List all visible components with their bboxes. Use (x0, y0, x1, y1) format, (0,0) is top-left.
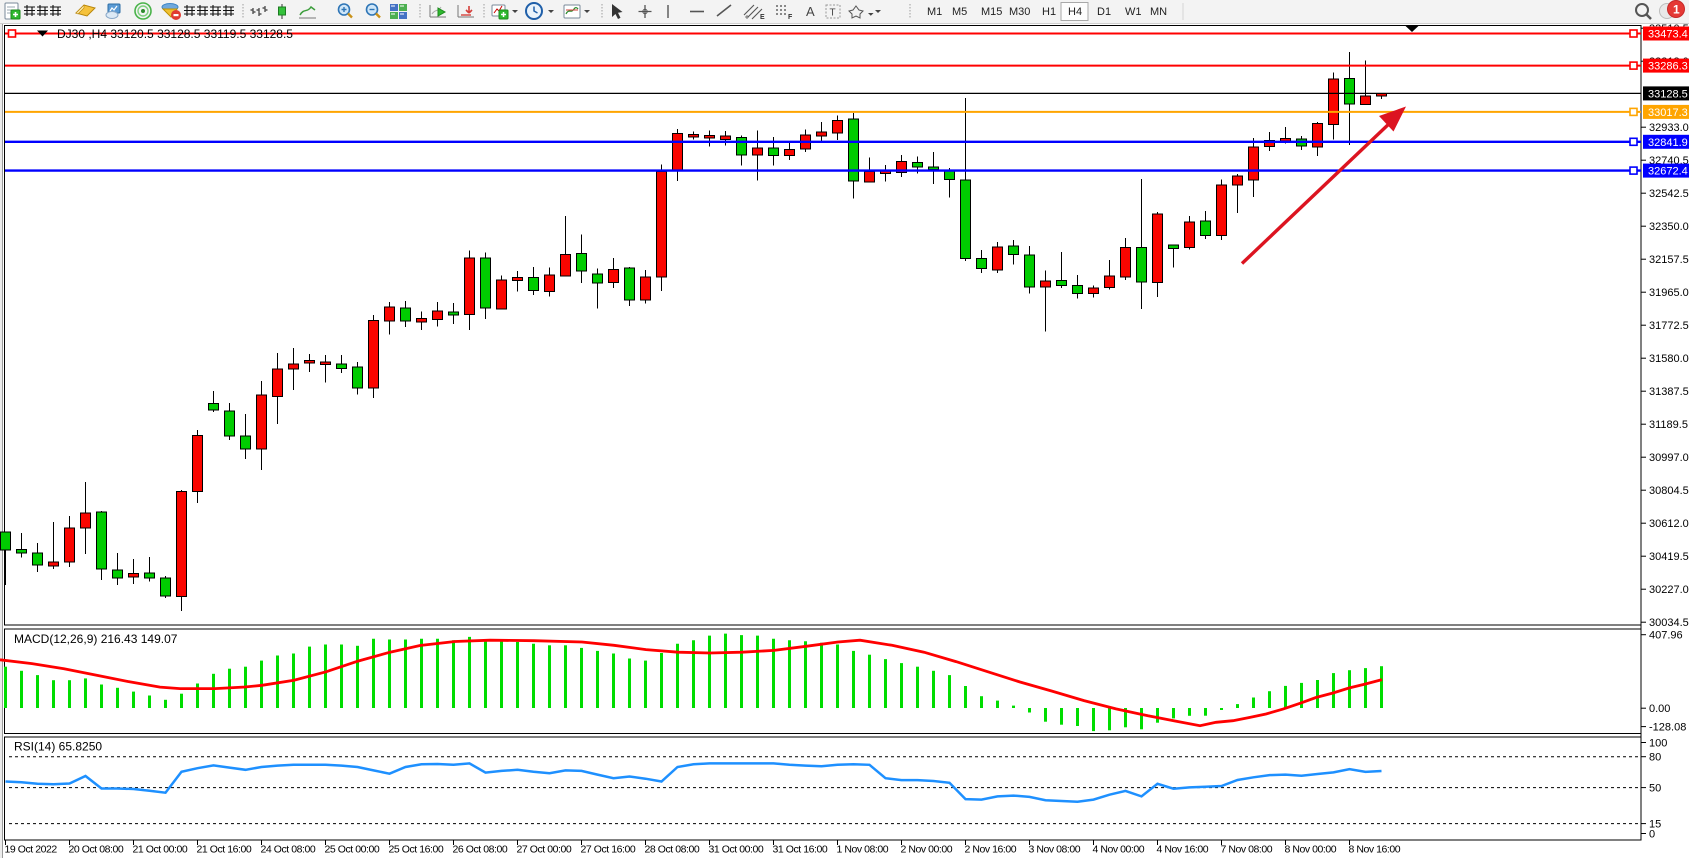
svg-text:33017.3: 33017.3 (1648, 107, 1688, 119)
svg-text:32841.9: 32841.9 (1648, 137, 1688, 149)
svg-text:30612.0: 30612.0 (1649, 518, 1689, 530)
svg-text:24 Oct 08:00: 24 Oct 08:00 (261, 844, 316, 856)
svg-text:3 Nov 08:00: 3 Nov 08:00 (1029, 844, 1081, 856)
svg-text:31 Oct 16:00: 31 Oct 16:00 (773, 844, 828, 856)
svg-text:19 Oct 2022: 19 Oct 2022 (5, 844, 58, 856)
svg-text:MN: MN (1150, 6, 1167, 18)
svg-text:0: 0 (1649, 829, 1655, 841)
svg-text:31772.5: 31772.5 (1649, 320, 1689, 332)
svg-text:4 Nov 16:00: 4 Nov 16:00 (1157, 844, 1209, 856)
svg-text:W1: W1 (1125, 6, 1142, 18)
svg-text:30419.5: 30419.5 (1649, 551, 1689, 563)
svg-text:0.00: 0.00 (1649, 703, 1670, 715)
svg-text:30997.0: 30997.0 (1649, 452, 1689, 464)
svg-text:M1: M1 (927, 6, 942, 18)
svg-text:E: E (760, 14, 765, 21)
svg-text:32542.5: 32542.5 (1649, 188, 1689, 200)
svg-text:4 Nov 00:00: 4 Nov 00:00 (1093, 844, 1145, 856)
svg-text:25 Oct 16:00: 25 Oct 16:00 (389, 844, 444, 856)
svg-text:H4: H4 (1068, 6, 1082, 18)
svg-text:31965.0: 31965.0 (1649, 287, 1689, 299)
svg-text:31580.0: 31580.0 (1649, 353, 1689, 365)
svg-text:15: 15 (1649, 819, 1661, 831)
svg-text:F: F (788, 14, 793, 21)
svg-text:8 Nov 16:00: 8 Nov 16:00 (1349, 844, 1401, 856)
svg-text:M30: M30 (1009, 6, 1030, 18)
svg-text:27 Oct 00:00: 27 Oct 00:00 (517, 844, 572, 856)
svg-text:32350.0: 32350.0 (1649, 221, 1689, 233)
svg-text:8 Nov 00:00: 8 Nov 00:00 (1285, 844, 1337, 856)
svg-text:2 Nov 16:00: 2 Nov 16:00 (965, 844, 1017, 856)
svg-text:32933.0: 32933.0 (1649, 122, 1689, 134)
svg-text:1 Nov 08:00: 1 Nov 08:00 (837, 844, 889, 856)
svg-text:100: 100 (1649, 738, 1667, 750)
svg-text:25 Oct 00:00: 25 Oct 00:00 (325, 844, 380, 856)
svg-text:DJ30 ,H4 33120.5 33128.5 3311: DJ30 ,H4 33120.5 33128.5 33119.5 33128.5 (57, 27, 293, 41)
svg-text:H1: H1 (1042, 6, 1056, 18)
svg-text:50: 50 (1649, 783, 1661, 795)
svg-text:21 Oct 16:00: 21 Oct 16:00 (197, 844, 252, 856)
svg-text:RSI(14) 65.8250: RSI(14) 65.8250 (14, 740, 102, 754)
svg-text:31189.5: 31189.5 (1649, 419, 1688, 431)
svg-text:32157.5: 32157.5 (1649, 254, 1689, 266)
svg-text:80: 80 (1649, 752, 1661, 764)
svg-text:33473.4: 33473.4 (1648, 29, 1688, 41)
svg-text:7 Nov 08:00: 7 Nov 08:00 (1221, 844, 1273, 856)
svg-text:1: 1 (1673, 3, 1680, 17)
svg-text:-128.08: -128.08 (1649, 722, 1686, 734)
svg-text:30227.0: 30227.0 (1649, 584, 1689, 596)
svg-text:30034.5: 30034.5 (1649, 617, 1689, 629)
svg-text:31 Oct 00:00: 31 Oct 00:00 (709, 844, 764, 856)
svg-text:27 Oct 16:00: 27 Oct 16:00 (581, 844, 636, 856)
svg-text:M15: M15 (981, 6, 1002, 18)
svg-text:M5: M5 (952, 6, 967, 18)
svg-text:MACD(12,26,9) 216.43 149.07: MACD(12,26,9) 216.43 149.07 (14, 632, 178, 646)
svg-text:30804.5: 30804.5 (1649, 485, 1689, 497)
svg-text:21 Oct 00:00: 21 Oct 00:00 (133, 844, 188, 856)
svg-text:33286.3: 33286.3 (1648, 61, 1688, 73)
svg-text:407.96: 407.96 (1649, 630, 1683, 642)
svg-text:20 Oct 08:00: 20 Oct 08:00 (69, 844, 124, 856)
svg-text:32672.4: 32672.4 (1648, 166, 1688, 178)
svg-text:31387.5: 31387.5 (1649, 386, 1689, 398)
svg-text:33128.5: 33128.5 (1648, 88, 1688, 100)
svg-text:D1: D1 (1097, 6, 1111, 18)
svg-text:A: A (806, 4, 815, 19)
svg-text:2 Nov 00:00: 2 Nov 00:00 (901, 844, 953, 856)
svg-text:28 Oct 08:00: 28 Oct 08:00 (645, 844, 700, 856)
svg-text:T: T (830, 8, 836, 19)
svg-text:26 Oct 08:00: 26 Oct 08:00 (453, 844, 508, 856)
